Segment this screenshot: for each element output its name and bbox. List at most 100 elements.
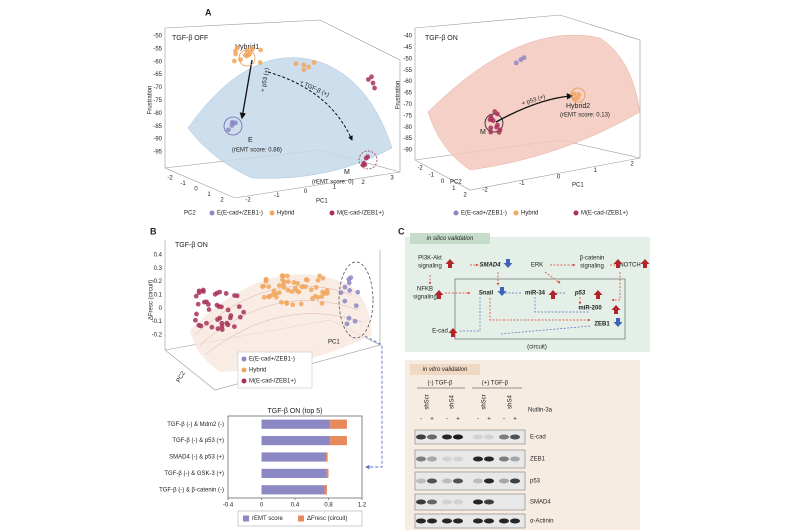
lane-label: shScr bbox=[425, 394, 431, 409]
scatter-dot bbox=[294, 288, 300, 294]
sign: + bbox=[513, 417, 517, 423]
band bbox=[499, 434, 509, 440]
bar-segment bbox=[325, 452, 328, 462]
scatter-dot bbox=[494, 124, 500, 130]
band bbox=[416, 478, 426, 484]
lane-label: shS4 bbox=[508, 395, 514, 409]
scatter-dot bbox=[258, 47, 264, 53]
node-label: miR-34 bbox=[525, 291, 546, 297]
tick-label: -1 bbox=[429, 172, 435, 178]
tick-label: 2 bbox=[463, 193, 467, 199]
scatter-dot bbox=[280, 282, 286, 288]
legend-dot bbox=[573, 210, 579, 216]
tick-label: -1 bbox=[274, 193, 280, 199]
scatter-dot bbox=[300, 284, 306, 289]
tick-label: -2 bbox=[245, 198, 251, 204]
tick-label: -75 bbox=[403, 113, 412, 119]
axis-label: PC2 bbox=[450, 180, 462, 186]
scatter-dot bbox=[263, 276, 269, 282]
tick-label: -60 bbox=[153, 59, 162, 65]
tick-label: 0 bbox=[159, 306, 163, 312]
band bbox=[484, 456, 494, 462]
legend-dot bbox=[209, 210, 215, 216]
tick-label: -1 bbox=[519, 181, 525, 187]
node-label: E-cad bbox=[432, 329, 448, 335]
tick-label: -60 bbox=[403, 79, 412, 85]
protein-label: SMAD4 bbox=[530, 500, 551, 506]
scatter-dot bbox=[346, 315, 352, 321]
scatter-dot bbox=[261, 294, 267, 300]
node-label: signaling bbox=[418, 264, 442, 270]
silico-tag bbox=[410, 233, 490, 244]
z-label: ΔFresc (circuit) bbox=[149, 280, 155, 320]
arrow bbox=[495, 93, 574, 123]
node-label: miR-200 bbox=[578, 306, 602, 312]
scatter-dot bbox=[204, 320, 209, 326]
tick-label: 0.3 bbox=[154, 266, 163, 272]
lane-label: shScr bbox=[482, 394, 488, 409]
up-arrow bbox=[434, 290, 444, 299]
scatter-dot bbox=[317, 273, 322, 279]
node-label: ZEB1 bbox=[594, 322, 610, 328]
silico-box bbox=[405, 237, 650, 352]
band bbox=[416, 499, 426, 505]
scatter-dot bbox=[293, 61, 299, 67]
legend-label: Hybrid bbox=[249, 368, 266, 374]
blot-bg bbox=[414, 449, 526, 469]
band bbox=[427, 518, 437, 524]
scatter-dot bbox=[365, 154, 371, 160]
scatter-dot bbox=[497, 127, 503, 133]
tick-label: 1 bbox=[594, 168, 598, 174]
sign: - bbox=[477, 417, 479, 423]
tick-label: 0 bbox=[441, 179, 445, 185]
axis-label: PC2 bbox=[184, 211, 196, 217]
band bbox=[427, 434, 437, 440]
scatter-dot bbox=[238, 57, 243, 62]
subplot-title: TGF-β ON bbox=[425, 35, 458, 42]
panel-a-right: TGF-β ON Frustration PC2 PC1 Hybrid2 (rE… bbox=[396, 14, 641, 191]
protein-label: p53 bbox=[530, 479, 541, 485]
box-title: in vitro validation bbox=[423, 367, 468, 373]
x-tick-label: 0.8 bbox=[324, 503, 333, 509]
blot-bg bbox=[414, 513, 526, 529]
legend-label: rEMT score bbox=[252, 516, 284, 522]
scatter-dot bbox=[513, 60, 519, 66]
arrow bbox=[239, 59, 253, 120]
up-arrow bbox=[613, 259, 623, 268]
band bbox=[510, 434, 520, 440]
band bbox=[453, 518, 463, 524]
scatter-dot bbox=[338, 290, 344, 295]
annotation: M bbox=[344, 169, 350, 176]
tick-label: 0.1 bbox=[154, 293, 163, 299]
node-label: SMAD4 bbox=[479, 263, 501, 269]
band bbox=[453, 434, 463, 440]
scatter-dot bbox=[347, 288, 353, 293]
sign: + bbox=[487, 417, 491, 423]
band bbox=[499, 518, 509, 524]
band bbox=[442, 518, 452, 524]
down-arrow bbox=[503, 259, 513, 268]
scatter-dot bbox=[231, 324, 237, 329]
annotation: + p53 (+) bbox=[261, 68, 271, 93]
band bbox=[473, 456, 483, 462]
scatter-dot bbox=[193, 317, 198, 323]
tick-label: -80 bbox=[153, 111, 162, 117]
scatter-dot bbox=[215, 326, 221, 332]
scatter-dot bbox=[301, 67, 307, 73]
up-arrow bbox=[448, 328, 458, 337]
tick-label: -65 bbox=[403, 91, 412, 97]
axis-label: PC1 bbox=[316, 199, 328, 205]
z-label: Frustration bbox=[396, 81, 402, 110]
legend-dot bbox=[241, 356, 247, 362]
scatter-dot bbox=[289, 289, 295, 295]
protein-label: E-cad bbox=[530, 435, 546, 441]
bar-segment bbox=[261, 452, 326, 462]
tick-label: -2 bbox=[482, 188, 488, 194]
state-circle bbox=[223, 116, 243, 136]
band bbox=[510, 456, 520, 462]
scatter-dot bbox=[246, 52, 252, 58]
legend-dot bbox=[241, 367, 247, 373]
scatter-dot bbox=[311, 60, 317, 65]
scatter-dot bbox=[244, 48, 250, 54]
